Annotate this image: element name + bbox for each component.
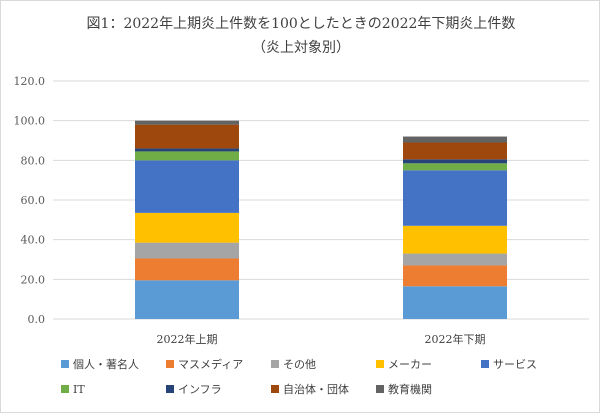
y-tick-label: 60.0 bbox=[21, 194, 46, 207]
legend-label: インフラ bbox=[178, 383, 222, 396]
bar-segment bbox=[403, 142, 507, 160]
legend-label: マスメディア bbox=[178, 357, 243, 371]
bar-segment bbox=[403, 170, 507, 226]
bar-segment bbox=[403, 253, 507, 266]
legend-label: その他 bbox=[283, 358, 316, 371]
bar-segment bbox=[403, 159, 507, 164]
bar-segment bbox=[403, 163, 507, 171]
bar-segment bbox=[135, 151, 239, 161]
y-tick-label: 0.0 bbox=[28, 313, 46, 326]
bar-segment bbox=[135, 258, 239, 281]
bar-segment bbox=[135, 212, 239, 243]
legend-label: 個人・著名人 bbox=[73, 357, 139, 371]
legend-swatch bbox=[376, 385, 384, 393]
legend-swatch bbox=[376, 360, 384, 368]
x-category-label: 2022年上期 bbox=[157, 332, 218, 346]
y-tick-label: 20.0 bbox=[21, 273, 46, 286]
legend-swatch bbox=[61, 360, 69, 368]
chart-title: 図1：2022年上期炎上件数を100としたときの2022年下期炎上件数 bbox=[87, 16, 516, 32]
legend-label: IT bbox=[73, 383, 85, 396]
y-tick-label: 100.0 bbox=[14, 115, 46, 128]
legend-label: メーカー bbox=[388, 358, 432, 371]
legend-swatch bbox=[61, 385, 69, 393]
legend-label: サービス bbox=[493, 358, 537, 371]
legend-label: 自治体・団体 bbox=[283, 382, 349, 396]
y-tick-label: 120.0 bbox=[14, 75, 46, 88]
legend-swatch bbox=[166, 385, 174, 393]
legend-swatch bbox=[166, 360, 174, 368]
bar-segment bbox=[403, 136, 507, 143]
bar-segment bbox=[135, 148, 239, 152]
chart-subtitle: （炎上対象別） bbox=[252, 40, 350, 56]
bar-segment bbox=[403, 225, 507, 254]
bar-segment bbox=[135, 242, 239, 259]
y-tick-label: 40.0 bbox=[21, 234, 46, 247]
legend-swatch bbox=[271, 360, 279, 368]
bar-segment bbox=[135, 160, 239, 213]
legend-swatch bbox=[271, 385, 279, 393]
legend-label: 教育機関 bbox=[388, 382, 432, 396]
x-category-label: 2022年下期 bbox=[425, 332, 486, 346]
y-tick-label: 80.0 bbox=[21, 154, 46, 167]
legend-swatch bbox=[481, 360, 489, 368]
bar-segment bbox=[135, 124, 239, 149]
bar-segment bbox=[135, 280, 239, 319]
bar-segment bbox=[403, 286, 507, 319]
bar-segment bbox=[403, 265, 507, 287]
bar-segment bbox=[135, 120, 239, 125]
